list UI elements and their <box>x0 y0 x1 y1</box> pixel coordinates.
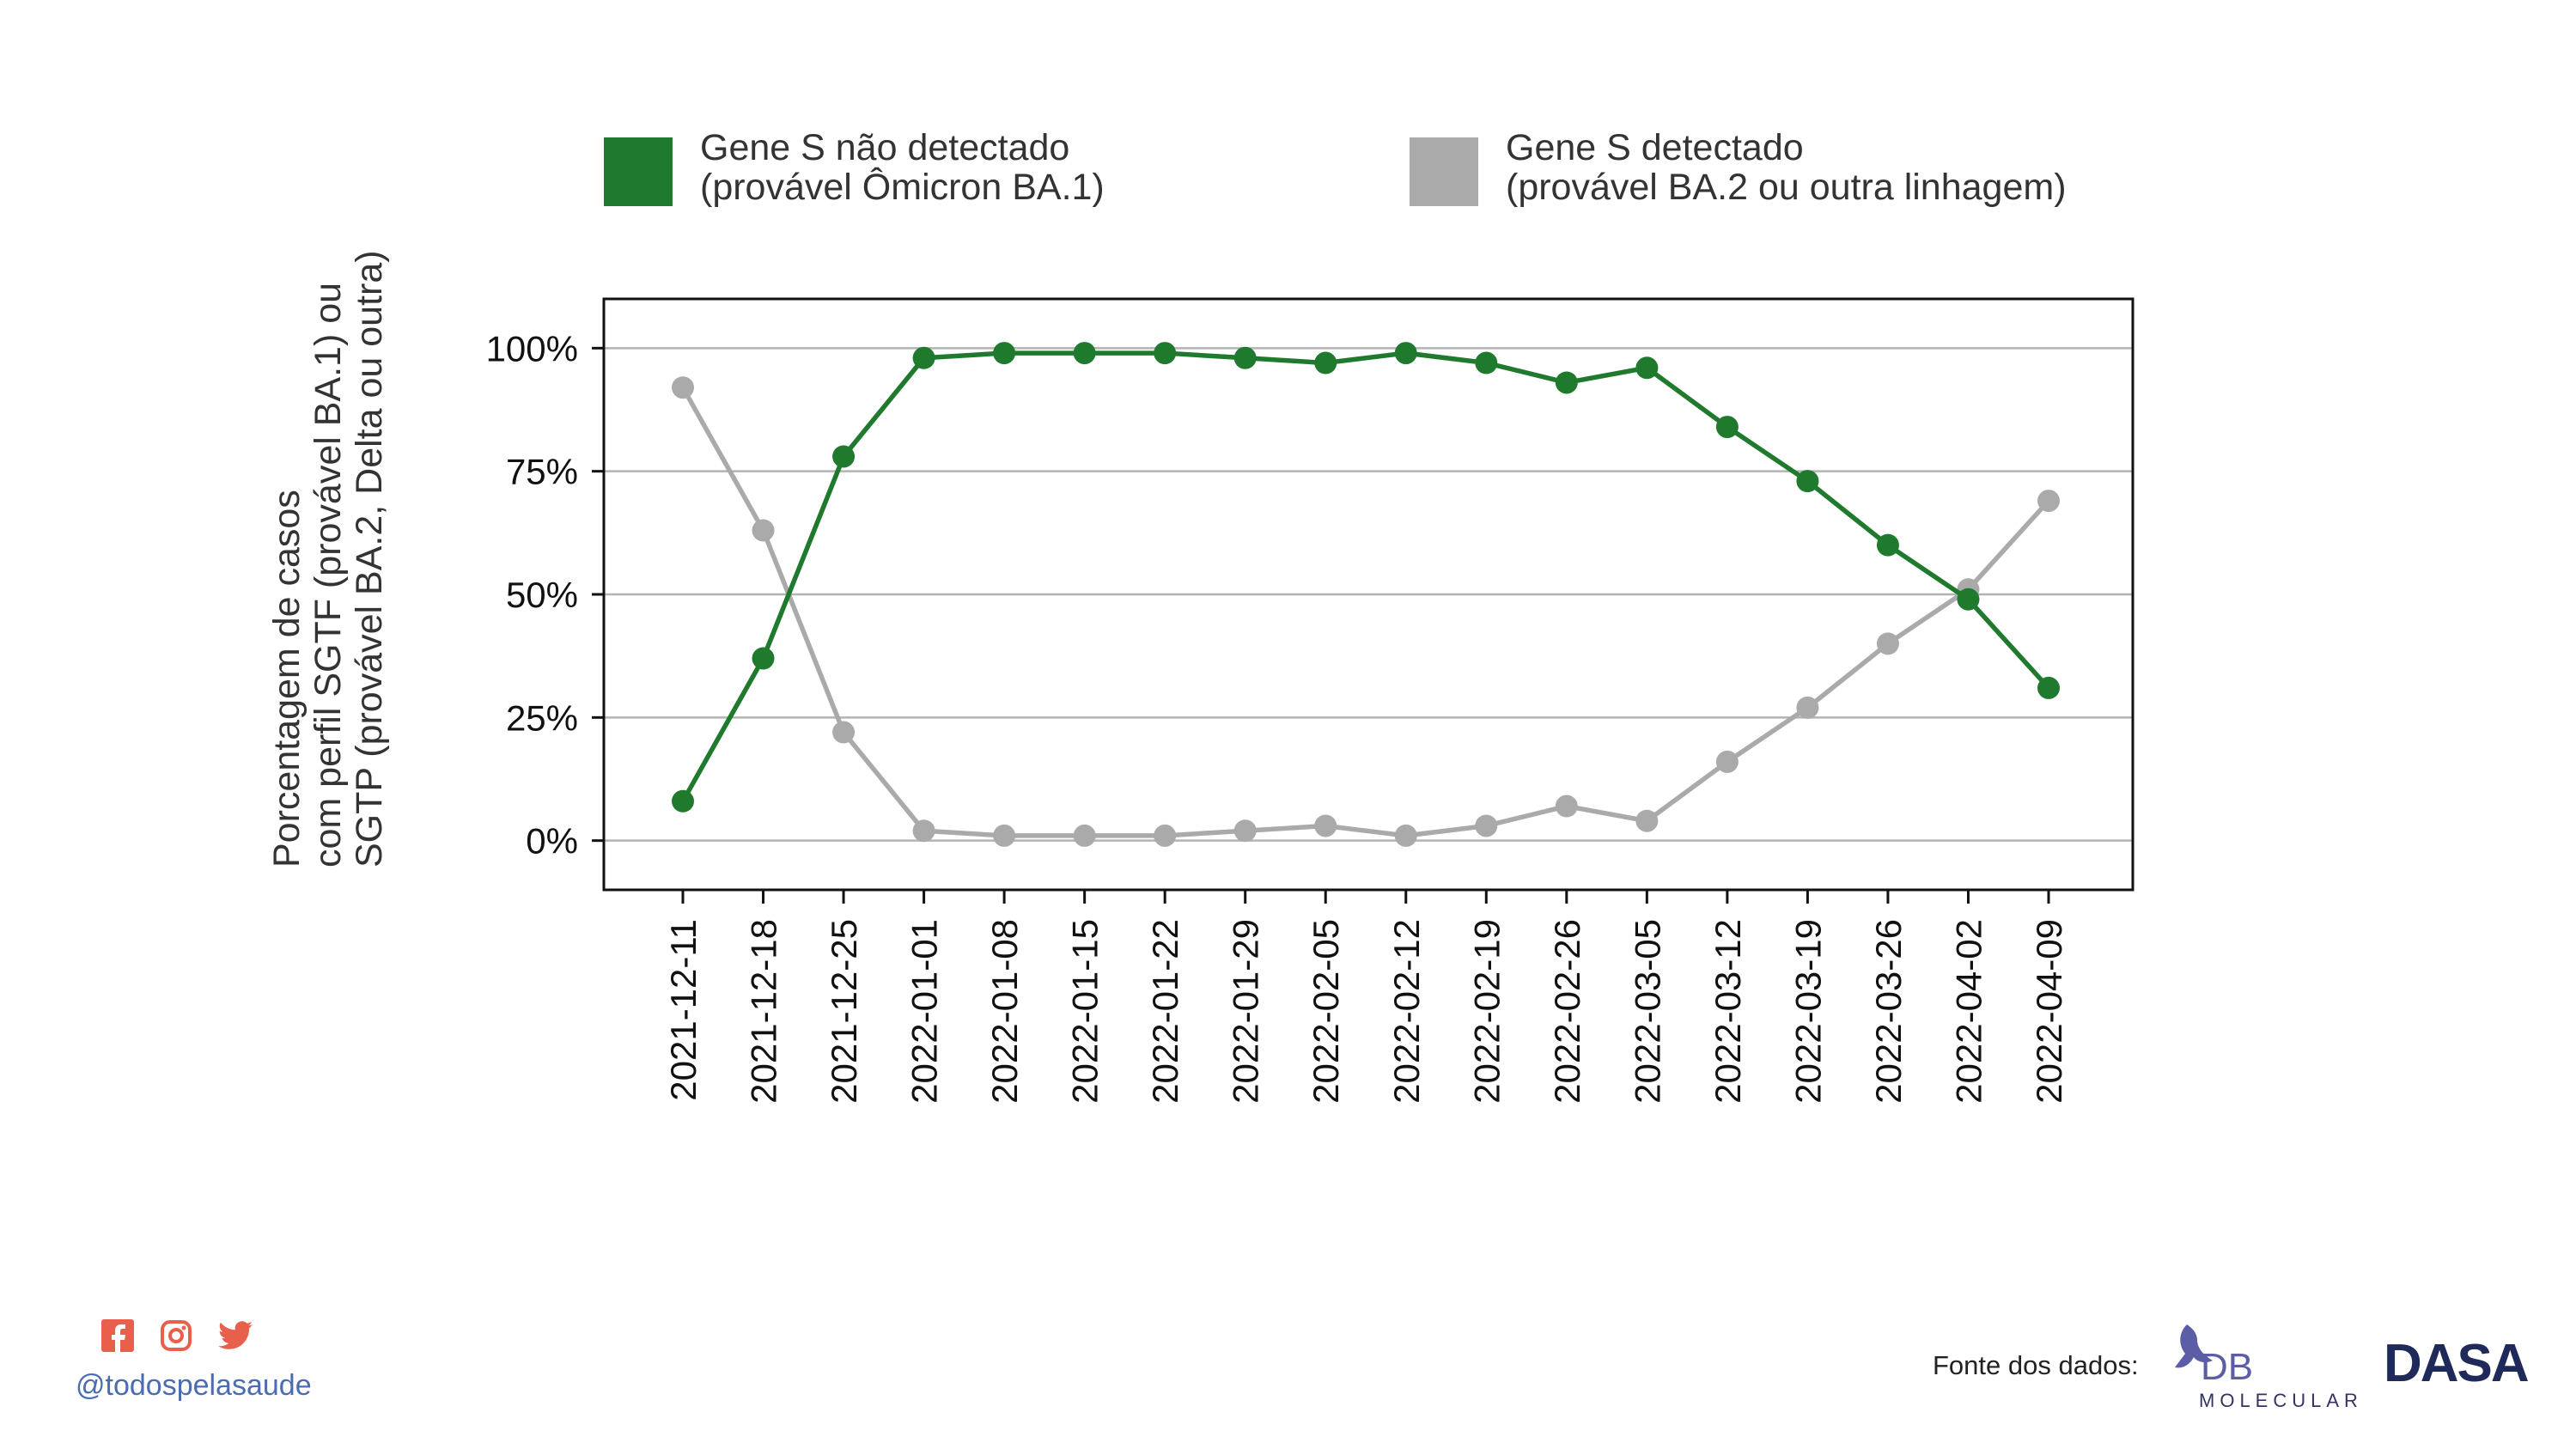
series-0-point-16 <box>1957 588 1980 611</box>
series-1-point-15 <box>1876 632 1899 655</box>
x-tick-label-10: 2022-02-19 <box>1466 919 1507 1104</box>
series-0-point-15 <box>1876 533 1899 557</box>
y-tick-label-25: 25% <box>506 697 578 738</box>
x-tick-label-4: 2022-01-08 <box>984 919 1025 1104</box>
series-0-point-1 <box>752 647 775 670</box>
series-line-1 <box>680 386 2051 838</box>
instagram-icon[interactable] <box>160 1319 192 1352</box>
legend-swatch-s-detected <box>1410 137 1478 206</box>
y-axis-label-line-1: Porcentagem de casos <box>266 490 308 868</box>
series-1-point-2 <box>832 721 856 744</box>
x-tick-label-12: 2022-03-05 <box>1627 919 1667 1104</box>
facebook-icon[interactable] <box>101 1319 134 1352</box>
series-1-point-13 <box>1715 750 1739 773</box>
series-0-point-17 <box>2037 676 2060 699</box>
x-tick-label-7: 2022-01-29 <box>1226 919 1266 1104</box>
legend-sublabel-s-not-detected: (provável Ômicron BA.1) <box>700 167 1105 208</box>
x-tick-label-13: 2022-03-12 <box>1708 919 1748 1104</box>
x-tick-label-11: 2022-02-26 <box>1547 919 1587 1104</box>
series-0-point-8 <box>1314 351 1337 374</box>
source-label: Fonte dos dados: <box>1933 1350 2139 1380</box>
series-1-point-14 <box>1796 696 1819 719</box>
x-tick-label-5: 2022-01-15 <box>1065 919 1105 1104</box>
series-1-point-4 <box>993 824 1016 847</box>
series-1-point-5 <box>1073 824 1096 847</box>
social-icons <box>101 1319 253 1352</box>
legend-label-s-not-detected: Gene S não detectado <box>700 127 1069 168</box>
series-0-point-6 <box>1154 342 1177 365</box>
x-tick-label-15: 2022-03-26 <box>1868 919 1909 1104</box>
series-line-0 <box>680 350 2051 803</box>
svg-text:MOLECULAR: MOLECULAR <box>2199 1390 2363 1411</box>
series-0-point-5 <box>1073 342 1096 365</box>
series-1-point-3 <box>912 819 935 843</box>
y-tick-label-0: 0% <box>526 821 578 861</box>
dasa-logo: DASA <box>2384 1334 2530 1393</box>
legend-swatch-s-not-detected <box>604 137 673 206</box>
legend-sublabel-s-detected: (provável BA.2 ou outra linhagem) <box>1506 167 2067 208</box>
plot-area: 0% 25% 50% 75% 100% 2021-12-11 2021-12-18 2021-… <box>486 297 2134 1104</box>
svg-text:DB: DB <box>2201 1346 2253 1388</box>
y-axis-label: Porcentagem de casos com perfil SGTF (pr… <box>266 250 390 868</box>
y-tick-label-75: 75% <box>506 452 578 492</box>
series-0-point-2 <box>832 445 856 468</box>
series-1-point-10 <box>1475 814 1498 837</box>
series-0-point-14 <box>1796 470 1819 493</box>
series-1-point-6 <box>1154 824 1177 847</box>
series-0-point-9 <box>1394 342 1417 365</box>
series-1-point-0 <box>672 376 694 399</box>
series-1-point-7 <box>1233 819 1257 843</box>
series-0-point-11 <box>1555 371 1578 394</box>
y-axis-label-line-3: SGTP (provável BA.2, Delta ou outra) <box>349 250 390 868</box>
x-tick-label-8: 2022-02-05 <box>1306 919 1346 1104</box>
y-tick-label-50: 50% <box>506 575 578 615</box>
y-tick-label-100: 100% <box>486 328 578 368</box>
series-1-point-8 <box>1314 814 1337 837</box>
series-1-point-9 <box>1394 824 1417 847</box>
twitter-icon[interactable] <box>218 1321 253 1350</box>
legend-label-s-detected: Gene S detectado <box>1506 127 1804 168</box>
x-tick-label-2: 2021-12-25 <box>824 919 864 1104</box>
x-tick-label-16: 2022-04-02 <box>1948 919 1988 1104</box>
x-tick-label-6: 2022-01-22 <box>1145 919 1185 1104</box>
x-tick-label-17: 2022-04-09 <box>2029 919 2069 1104</box>
x-tick-label-0: 2021-12-11 <box>663 919 703 1101</box>
series-1-point-17 <box>2037 490 2060 513</box>
svg-text:DASA: DASA <box>2384 1334 2529 1393</box>
series-0-point-0 <box>672 789 694 813</box>
legend: Gene S não detectado (provável Ômicron B… <box>604 127 2067 208</box>
x-tick-label-1: 2021-12-18 <box>744 919 784 1104</box>
y-axis-label-line-2: com perfil SGTF (provável BA.1) ou <box>308 283 349 868</box>
series-0-point-12 <box>1635 356 1659 380</box>
series-0-point-4 <box>993 342 1016 365</box>
db-molecular-logo: DB MOLECULAR <box>2175 1324 2363 1411</box>
series-0-point-13 <box>1715 416 1739 439</box>
social-handle[interactable]: @todospelasaude <box>76 1369 312 1402</box>
x-tick-label-14: 2022-03-19 <box>1787 919 1828 1104</box>
series-1-point-11 <box>1555 795 1578 818</box>
series-0-point-10 <box>1475 351 1498 374</box>
series-1-point-1 <box>752 519 775 542</box>
x-tick-label-9: 2022-02-12 <box>1386 919 1427 1104</box>
x-tick-label-3: 2022-01-01 <box>904 919 945 1104</box>
series-0-point-3 <box>912 346 935 369</box>
series-1-point-12 <box>1635 809 1659 832</box>
series-0-point-7 <box>1233 346 1257 369</box>
